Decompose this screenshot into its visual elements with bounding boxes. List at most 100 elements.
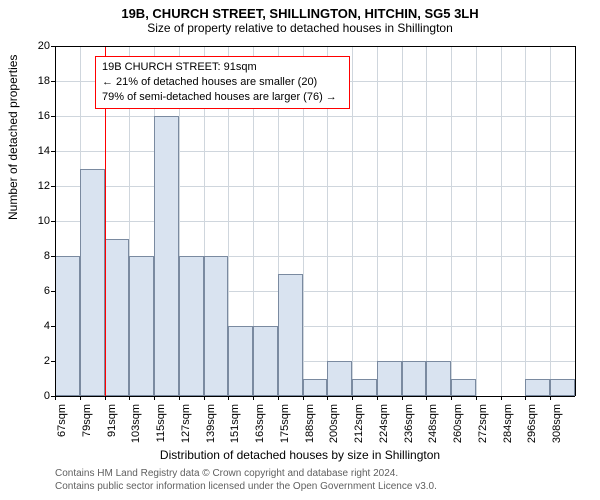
- histogram-bar: [303, 379, 328, 397]
- histogram-bar: [253, 326, 278, 396]
- x-tick-label: 272sqm: [477, 404, 489, 448]
- y-tick-label: 20: [10, 40, 50, 52]
- x-tick-mark: [426, 396, 427, 400]
- gridline-v: [525, 46, 526, 396]
- y-tick-label: 8: [10, 250, 50, 262]
- x-tick-label: 91sqm: [106, 404, 118, 448]
- x-tick-mark: [154, 396, 155, 400]
- gridline-v: [550, 46, 551, 396]
- y-tick-mark: [51, 256, 55, 257]
- x-tick-label: 188sqm: [304, 404, 316, 448]
- x-tick-label: 200sqm: [328, 404, 340, 448]
- x-tick-mark: [179, 396, 180, 400]
- attribution: Contains HM Land Registry data © Crown c…: [55, 468, 437, 493]
- x-tick-label: 248sqm: [427, 404, 439, 448]
- y-tick-label: 4: [10, 320, 50, 332]
- y-tick-mark: [51, 81, 55, 82]
- y-tick-label: 0: [10, 390, 50, 402]
- histogram-bar: [327, 361, 352, 396]
- y-tick-mark: [51, 46, 55, 47]
- x-axis-line: [55, 396, 575, 397]
- x-tick-label: 127sqm: [180, 404, 192, 448]
- histogram-bar: [377, 361, 402, 396]
- histogram-bar: [352, 379, 377, 397]
- x-tick-label: 308sqm: [551, 404, 563, 448]
- histogram-bar: [525, 379, 550, 397]
- x-tick-label: 151sqm: [229, 404, 241, 448]
- histogram-bar: [55, 256, 80, 396]
- x-tick-label: 236sqm: [403, 404, 415, 448]
- histogram-bar: [129, 256, 154, 396]
- gridline-h: [55, 116, 575, 117]
- y-tick-mark: [51, 361, 55, 362]
- y-tick-mark: [51, 326, 55, 327]
- x-tick-mark: [228, 396, 229, 400]
- y-tick-mark: [51, 116, 55, 117]
- x-tick-mark: [278, 396, 279, 400]
- histogram-bar: [451, 379, 476, 397]
- x-tick-mark: [80, 396, 81, 400]
- x-tick-mark: [204, 396, 205, 400]
- gridline-h: [55, 151, 575, 152]
- x-tick-label: 67sqm: [56, 404, 68, 448]
- gridline-v: [426, 46, 427, 396]
- x-axis-label: Distribution of detached houses by size …: [0, 448, 600, 462]
- attribution-line2: Contains public sector information licen…: [55, 481, 437, 494]
- histogram-bar: [204, 256, 229, 396]
- callout-line1: 19B CHURCH STREET: 91sqm: [102, 60, 343, 75]
- x-tick-mark: [402, 396, 403, 400]
- gridline-v: [377, 46, 378, 396]
- histogram-bar: [426, 361, 451, 396]
- x-tick-mark: [129, 396, 130, 400]
- y-tick-label: 14: [10, 145, 50, 157]
- histogram-bar: [154, 116, 179, 396]
- x-tick-label: 79sqm: [81, 404, 93, 448]
- y-tick-mark: [51, 221, 55, 222]
- x-tick-mark: [451, 396, 452, 400]
- callout-line2: ← 21% of detached houses are smaller (20…: [102, 75, 343, 90]
- y-tick-mark: [51, 151, 55, 152]
- y-tick-mark: [51, 291, 55, 292]
- histogram-bar: [278, 274, 303, 397]
- chart-title: 19B, CHURCH STREET, SHILLINGTON, HITCHIN…: [0, 0, 600, 21]
- y-axis-line: [55, 46, 56, 396]
- y-tick-label: 10: [10, 215, 50, 227]
- x-tick-label: 212sqm: [353, 404, 365, 448]
- histogram-bar: [228, 326, 253, 396]
- right-axis-line: [575, 46, 576, 396]
- y-tick-label: 16: [10, 110, 50, 122]
- x-tick-mark: [327, 396, 328, 400]
- y-tick-label: 2: [10, 355, 50, 367]
- x-tick-label: 103sqm: [130, 404, 142, 448]
- x-tick-label: 175sqm: [279, 404, 291, 448]
- x-tick-mark: [525, 396, 526, 400]
- gridline-v: [451, 46, 452, 396]
- x-tick-mark: [550, 396, 551, 400]
- top-axis-line: [55, 46, 575, 47]
- histogram-bar: [80, 169, 105, 397]
- x-tick-label: 296sqm: [526, 404, 538, 448]
- x-tick-mark: [377, 396, 378, 400]
- x-tick-mark: [105, 396, 106, 400]
- x-tick-mark: [55, 396, 56, 400]
- chart-subtitle: Size of property relative to detached ho…: [0, 21, 600, 37]
- x-tick-mark: [253, 396, 254, 400]
- chart-container: 19B, CHURCH STREET, SHILLINGTON, HITCHIN…: [0, 0, 600, 500]
- callout-line3: 79% of semi-detached houses are larger (…: [102, 90, 343, 105]
- gridline-h: [55, 221, 575, 222]
- attribution-line1: Contains HM Land Registry data © Crown c…: [55, 468, 437, 481]
- x-tick-label: 224sqm: [378, 404, 390, 448]
- y-tick-label: 6: [10, 285, 50, 297]
- x-tick-label: 260sqm: [452, 404, 464, 448]
- y-tick-label: 12: [10, 180, 50, 192]
- histogram-bar: [179, 256, 204, 396]
- gridline-v: [402, 46, 403, 396]
- x-tick-label: 163sqm: [254, 404, 266, 448]
- x-tick-mark: [476, 396, 477, 400]
- histogram-bar: [402, 361, 427, 396]
- gridline-v: [476, 46, 477, 396]
- x-tick-mark: [352, 396, 353, 400]
- y-tick-label: 18: [10, 75, 50, 87]
- gridline-v: [501, 46, 502, 396]
- x-tick-mark: [501, 396, 502, 400]
